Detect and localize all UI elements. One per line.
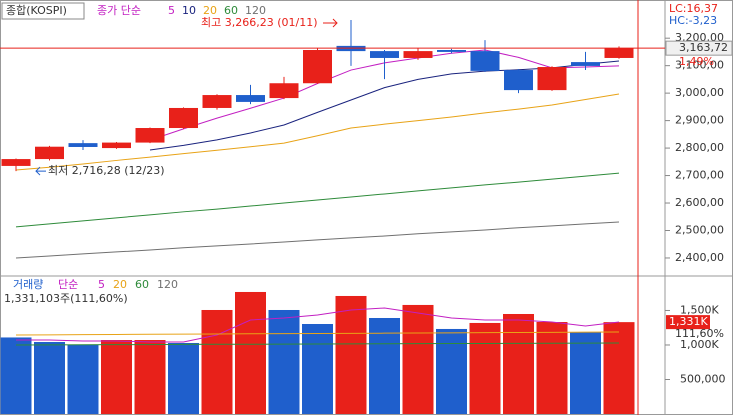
volume-ma-label: 단순 xyxy=(58,278,78,291)
volume-bar xyxy=(67,344,99,414)
candle-body xyxy=(1,159,31,166)
volume-bar xyxy=(369,317,400,414)
candle-body xyxy=(470,51,500,71)
ratio-label: 111,60% xyxy=(675,327,724,340)
y-tick-label: 2,800,00 xyxy=(675,141,724,154)
candle-body xyxy=(403,51,433,58)
last-volume-box xyxy=(666,315,710,330)
volume-average xyxy=(16,307,620,343)
candle-body xyxy=(135,128,165,143)
max-label: 최고 3,266,23 (01/11) xyxy=(201,16,318,29)
volume-bar xyxy=(268,309,300,414)
candle-body xyxy=(370,51,399,58)
candle-body xyxy=(236,95,265,102)
volume-bar xyxy=(302,324,333,414)
moving-average xyxy=(15,93,620,171)
last-price-label: 3,163,72 xyxy=(679,41,728,54)
candle-body xyxy=(269,83,299,99)
volume-bar xyxy=(503,313,534,414)
legend-entry: 5 xyxy=(98,278,105,291)
moving-average xyxy=(15,172,620,228)
y-tick-label: 1,000K xyxy=(680,338,719,351)
volume-bar xyxy=(335,295,367,414)
candle-body xyxy=(35,146,64,160)
candle-body xyxy=(102,142,131,149)
legend-entry: 10 xyxy=(182,4,196,17)
lc-label: LC:16,37 xyxy=(669,2,718,15)
legend-entry: 20 xyxy=(113,278,127,291)
candle-body xyxy=(504,70,533,91)
volume-bar xyxy=(101,340,132,414)
volume-title: 거래량 xyxy=(13,278,43,291)
volume-average xyxy=(15,342,620,346)
volume-bar xyxy=(402,304,434,414)
moving-average xyxy=(15,221,620,259)
max-arrow xyxy=(323,18,338,28)
y-tick-label: 2,400,00 xyxy=(675,251,724,264)
y-tick-label: 1,500K xyxy=(680,303,719,316)
volume-bar xyxy=(168,342,199,414)
min-arrow xyxy=(35,166,46,176)
volume-bar xyxy=(536,321,568,414)
last-price-box xyxy=(665,40,733,56)
legend-entry: 120 xyxy=(157,278,178,291)
candle-body xyxy=(604,48,634,58)
volume-bar xyxy=(134,340,166,414)
legend-entry: 60 xyxy=(224,4,238,17)
volume-average xyxy=(15,331,620,336)
candle-body xyxy=(169,107,198,129)
y-tick-label: 2,900,00 xyxy=(675,114,724,127)
y-tick-label: 2,700,00 xyxy=(675,169,724,182)
legend-entry: 120 xyxy=(245,4,266,17)
candle-body xyxy=(537,67,567,91)
hc-label: HC:-3,23 xyxy=(669,14,717,27)
volume-bar xyxy=(570,332,601,414)
volume-bar xyxy=(235,291,266,414)
candle-body xyxy=(571,62,600,66)
y-tick-label: 2,600,00 xyxy=(675,196,724,209)
y-tick-label: 500,000 xyxy=(680,372,726,385)
legend-entry: 5 xyxy=(168,4,175,17)
last-volume-label: 1,331K xyxy=(669,315,708,328)
candle-body xyxy=(303,50,332,84)
ma-label: 종가 단순 xyxy=(97,4,141,17)
volume-bar xyxy=(34,342,65,414)
min-label: 최저 2,716,28 (12/23) xyxy=(48,164,165,177)
y-tick-label: 3,000,00 xyxy=(675,86,724,99)
title-box xyxy=(1,2,85,20)
chart-title: 종합(KOSPI) xyxy=(6,4,67,17)
volume-bar xyxy=(469,322,501,414)
y-tick-label: 2,500,00 xyxy=(675,223,724,236)
volume-info: 1,331,103주(111,60%) xyxy=(4,292,128,305)
change-label: 1,49% xyxy=(679,55,714,68)
volume-bar xyxy=(0,337,32,414)
legend-entry: 60 xyxy=(135,278,149,291)
candle-body xyxy=(68,143,98,147)
legend-entry: 20 xyxy=(203,4,217,17)
volume-bar xyxy=(201,309,233,414)
volume-bar xyxy=(436,328,467,414)
y-tick-label: 3,100,00 xyxy=(675,59,724,72)
candle-body xyxy=(437,50,466,52)
candle-body xyxy=(202,95,232,108)
volume-bar xyxy=(603,322,635,414)
